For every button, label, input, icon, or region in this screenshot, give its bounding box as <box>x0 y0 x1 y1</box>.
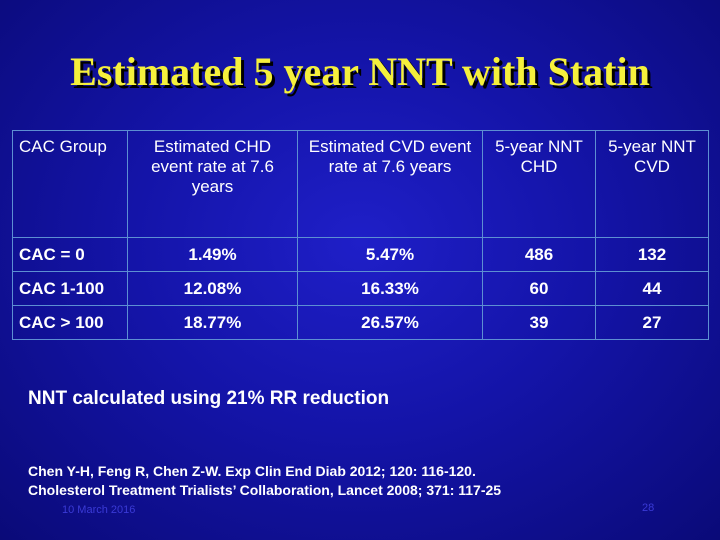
reference-item: Cholesterol Treatment Trialists’ Collabo… <box>28 482 502 498</box>
slide-number: 28 <box>642 502 655 514</box>
nnt-note: NNT calculated using 21% RR reduction <box>28 388 390 409</box>
table-cell: 12.08% <box>127 271 298 306</box>
table-cell: 16.33% <box>297 271 483 306</box>
header-nnt-cvd: 5-year NNT CVD <box>595 130 709 238</box>
table-cell: 26.57% <box>297 305 483 340</box>
table-cell: 44 <box>595 271 709 306</box>
header-chd-event-rate: Estimated CHD event rate at 7.6 years <box>127 130 298 238</box>
table-header-row: CAC Group Estimated CHD event rate at 7.… <box>12 130 709 238</box>
footer-date: 10 March 2016 <box>62 504 136 516</box>
table-cell: 486 <box>482 237 596 272</box>
table-row: CAC 1-100 12.08% 16.33% 60 44 <box>12 271 709 306</box>
header-cvd-event-rate: Estimated CVD event rate at 7.6 years <box>297 130 483 238</box>
table-cell: CAC = 0 <box>12 237 128 272</box>
reference-item: Chen Y-H, Feng R, Chen Z-W. Exp Clin End… <box>28 463 476 479</box>
table-cell: 39 <box>482 305 596 340</box>
table-cell: 132 <box>595 237 709 272</box>
table-cell: 60 <box>482 271 596 306</box>
table-cell: CAC 1-100 <box>12 271 128 306</box>
table-cell: CAC > 100 <box>12 305 128 340</box>
nnt-table: CAC Group Estimated CHD event rate at 7.… <box>12 130 709 340</box>
table-cell: 27 <box>595 305 709 340</box>
header-nnt-chd: 5-year NNT CHD <box>482 130 596 238</box>
table-cell: 5.47% <box>297 237 483 272</box>
table-row: CAC > 100 18.77% 26.57% 39 27 <box>12 305 709 340</box>
table-cell: 18.77% <box>127 305 298 340</box>
table-cell: 1.49% <box>127 237 298 272</box>
references: Chen Y-H, Feng R, Chen Z-W. Exp Clin End… <box>28 462 501 500</box>
header-cac-group: CAC Group <box>12 130 128 238</box>
slide-title: Estimated 5 year NNT with Statin <box>70 49 650 94</box>
table-row: CAC = 0 1.49% 5.47% 486 132 <box>12 237 709 272</box>
